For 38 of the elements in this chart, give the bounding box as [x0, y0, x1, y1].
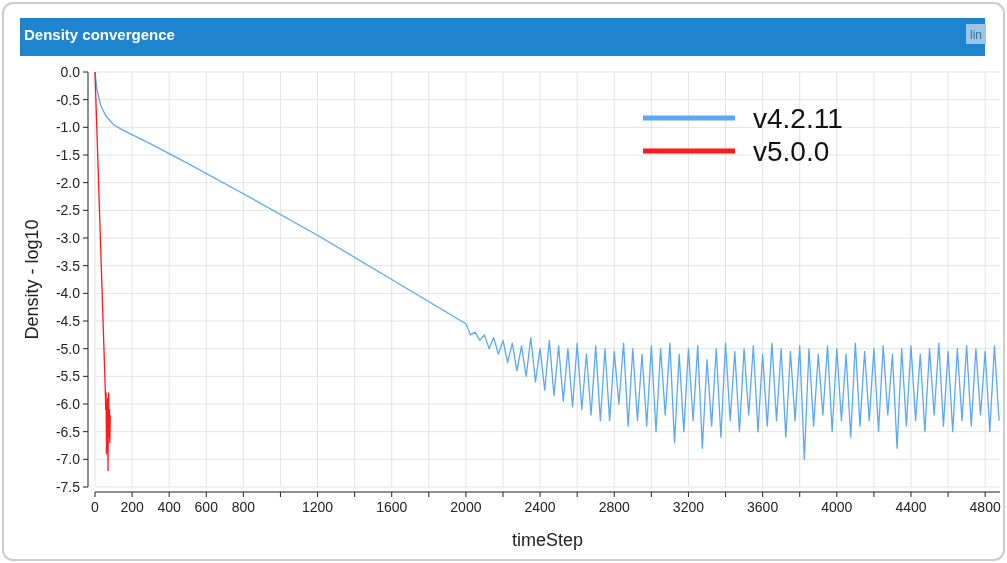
x-tick-label: 600: [194, 499, 219, 515]
y-tick-label: -5.5: [55, 368, 81, 385]
line-series: [94, 71, 111, 472]
x-tick-label: 2000: [450, 499, 482, 515]
x-axis-title: timeStep: [511, 530, 584, 550]
x-tick-label: 1600: [376, 499, 408, 515]
x-tick-label: 2800: [598, 499, 631, 515]
x-tick-label: 0: [91, 499, 100, 515]
y-tick-label: -7.5: [55, 479, 81, 495]
y-tick-label: -4.0: [55, 285, 81, 302]
y-tick-label: -5.0: [55, 340, 81, 357]
y-tick-label: -3.0: [55, 230, 81, 246]
y-axis-title: Density - log10: [22, 219, 42, 340]
x-tick-label: 3200: [672, 499, 705, 515]
y-tick-label: -6.5: [55, 423, 81, 440]
y-tick-label: 0.0: [60, 64, 81, 80]
x-tick-label: 3600: [747, 499, 779, 515]
y-tick-label: -3.5: [55, 257, 81, 274]
x-tick-label: 200: [120, 499, 144, 515]
x-tick-label: 2400: [524, 499, 556, 515]
text: lin: [969, 28, 983, 42]
y-tick-label: -4.5: [55, 313, 81, 329]
x-tick-label: 800: [231, 499, 256, 515]
x-tick-label: 4400: [895, 499, 927, 515]
x-tick-label: 1200: [301, 499, 334, 515]
y-tick-label: -1.5: [55, 147, 81, 163]
x-tick-label: 4800: [969, 499, 1001, 515]
y-tick-label: -1.0: [55, 119, 81, 136]
chart-title: Density convergence: [24, 26, 175, 43]
y-tick-label: -7.0: [55, 451, 81, 468]
y-tick-label: -2.0: [55, 174, 81, 191]
y-tick-label: -6.0: [55, 396, 81, 412]
y-tick-label: -0.5: [55, 91, 81, 108]
x-tick-label: 4000: [821, 499, 853, 515]
legend-label: v5.0.0: [753, 136, 830, 167]
y-tick-label: -2.5: [55, 202, 81, 219]
x-tick-label: 400: [157, 499, 182, 515]
legend-label: v4.2.11: [753, 103, 843, 134]
